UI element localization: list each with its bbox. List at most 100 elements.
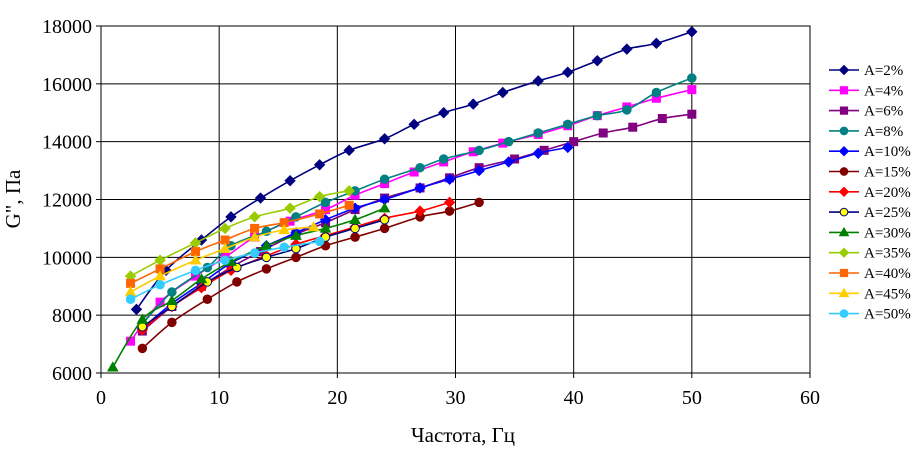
legend: A=2% A=4% A=6% A=8% A=10% A=15% A=20% A=25% A=30…: [829, 63, 911, 323]
data-point: [319, 222, 332, 233]
data-point: [190, 265, 201, 276]
legend-item: A=2%: [829, 63, 903, 79]
data-point: [261, 264, 272, 274]
x-tick-label: 20: [327, 387, 347, 409]
x-tick-label: 60: [800, 387, 820, 409]
data-point: [154, 254, 166, 266]
data-point: [248, 211, 261, 223]
data-point: [350, 223, 360, 234]
series-line: [141, 113, 692, 332]
data-point: [415, 162, 425, 173]
data-point: [592, 110, 603, 121]
data-point: [155, 280, 165, 290]
series-line: [141, 218, 385, 328]
series-A=2%: [130, 26, 698, 316]
x-tick-label: 30: [446, 387, 466, 409]
tick-labels: 6000 8000 10000 12000 14000 16000 18000 0 10 20 30…: [42, 16, 820, 409]
data-point: [651, 87, 662, 98]
data-point: [344, 200, 354, 210]
legend-label: A=8%: [864, 124, 903, 140]
y-tick-label: 18000: [42, 16, 92, 38]
data-point: [155, 297, 165, 307]
legend-item: A=6%: [829, 104, 903, 120]
data-point: [474, 197, 484, 208]
data-point: [657, 114, 667, 124]
data-point: [284, 202, 296, 214]
data-point: [687, 73, 697, 83]
y-tick-label: 10000: [42, 247, 92, 269]
data-point: [260, 239, 273, 251]
series-line: [129, 88, 693, 342]
legend-label: A=35%: [864, 246, 911, 262]
data-point: [414, 182, 426, 194]
data-point: [563, 119, 573, 130]
data-point: [628, 122, 638, 132]
data-point: [189, 254, 202, 265]
data-point: [278, 223, 291, 235]
plot-frame: [96, 25, 811, 378]
data-point: [349, 213, 361, 224]
series-A=30%: [106, 202, 391, 372]
data-point: [443, 196, 456, 209]
data-point: [313, 190, 326, 203]
series-A=35%: [124, 185, 355, 282]
data-point: [284, 174, 296, 187]
data-point: [254, 192, 267, 204]
data-point: [437, 107, 450, 119]
data-point: [838, 247, 850, 258]
data-point: [137, 343, 148, 354]
data-point: [687, 109, 697, 119]
data-point: [621, 43, 633, 55]
legend-item: A=30%: [829, 225, 911, 241]
data-point: [248, 231, 261, 242]
y-tick-label: 6000: [52, 363, 92, 385]
series-A=50%: [125, 236, 325, 305]
x-tick-label: 40: [564, 387, 584, 409]
data-point: [838, 226, 850, 237]
data-point: [315, 209, 325, 219]
legend-item: A=40%: [829, 266, 911, 282]
data-point: [202, 294, 213, 305]
data-point: [125, 294, 136, 305]
data-point: [839, 268, 849, 278]
data-point: [443, 173, 456, 185]
data-point: [839, 126, 849, 136]
y-tick-label: 8000: [52, 305, 92, 327]
data-point: [379, 223, 390, 234]
data-point: [473, 164, 485, 177]
data-point: [307, 220, 320, 232]
x-tick-label: 0: [96, 387, 106, 409]
data-point: [562, 141, 574, 154]
data-point: [379, 214, 390, 225]
data-point: [838, 145, 850, 157]
data-point: [343, 185, 355, 197]
data-point: [313, 159, 326, 171]
data-point: [502, 156, 515, 168]
legend-label: A=6%: [864, 104, 903, 120]
data-point: [225, 211, 237, 223]
legend-label: A=10%: [864, 144, 911, 160]
data-point: [290, 229, 302, 240]
legend-label: A=50%: [864, 307, 911, 323]
legend-item: A=35%: [829, 246, 911, 262]
data-point: [598, 128, 608, 138]
data-point: [503, 136, 514, 147]
data-point: [569, 137, 579, 147]
data-point: [379, 174, 390, 185]
y-axis-title: G", Па: [1, 169, 25, 228]
series-line: [141, 77, 693, 325]
data-point: [838, 186, 850, 198]
data-point: [839, 207, 849, 217]
legend-label: A=15%: [864, 165, 911, 181]
data-point: [838, 287, 850, 298]
data-point: [154, 270, 166, 281]
x-axis-title: Частота, Гц: [411, 423, 515, 447]
data-point: [124, 286, 137, 297]
data-point: [279, 242, 289, 252]
legend-label: A=20%: [864, 185, 911, 201]
data-point: [687, 85, 697, 95]
data-point: [562, 66, 574, 78]
legend-item: A=4%: [829, 83, 903, 99]
data-point: [839, 309, 849, 318]
